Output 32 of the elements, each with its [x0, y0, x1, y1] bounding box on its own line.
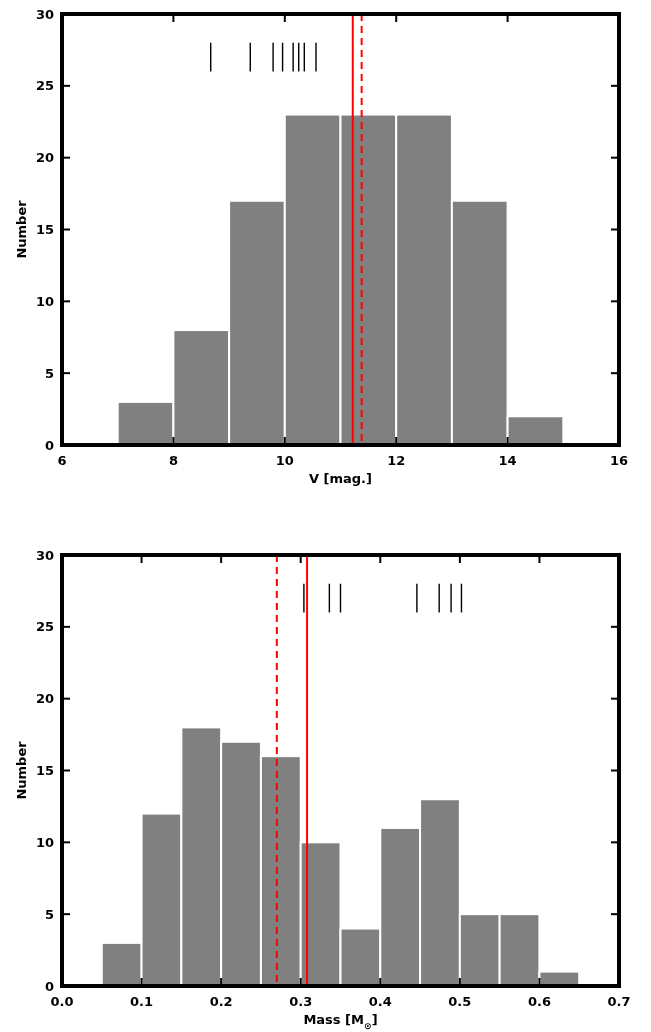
- y-axis-title: Number: [14, 740, 29, 800]
- y-tick-label: 0: [44, 437, 54, 453]
- y-tick-label: 25: [35, 78, 54, 94]
- x-tick-label: 8: [168, 453, 178, 468]
- x-tick-label: 10: [275, 453, 294, 468]
- y-tick-label: 30: [35, 6, 54, 22]
- y-tick-label: 20: [35, 150, 54, 166]
- y-tick-label: 5: [44, 906, 54, 922]
- y-tick-label: 5: [44, 365, 54, 381]
- x-tick-label: 0.3: [289, 994, 313, 1009]
- x-tick-label: 0.5: [448, 994, 472, 1009]
- y-tick-label: 30: [35, 547, 54, 563]
- x-axis-title: V [mag.]: [308, 471, 373, 486]
- x-tick-label: 12: [387, 453, 406, 468]
- x-tick-label: 16: [609, 453, 629, 468]
- y-axis-title: Number: [14, 199, 29, 259]
- x-tick-label: 0.7: [607, 994, 631, 1009]
- y-tick-label: 15: [35, 222, 54, 237]
- y-tick-label: 10: [35, 293, 54, 309]
- x-tick-label: 0.4: [368, 994, 392, 1009]
- x-axis-title: Mass [M$_{⊙}$]: [303, 1012, 378, 1031]
- x-tick-label: 0.1: [130, 994, 154, 1009]
- y-tick-label: 25: [35, 619, 54, 635]
- y-tick-label: 15: [35, 763, 54, 778]
- x-tick-label: 0.0: [50, 994, 74, 1009]
- x-tick-label: 0.2: [209, 994, 233, 1009]
- y-tick-label: 0: [44, 978, 54, 994]
- x-tick-label: 14: [498, 453, 517, 468]
- y-tick-label: 20: [35, 691, 54, 707]
- y-tick-label: 10: [35, 834, 54, 850]
- x-tick-label: 0.6: [527, 994, 551, 1009]
- x-tick-label: 6: [57, 453, 67, 468]
